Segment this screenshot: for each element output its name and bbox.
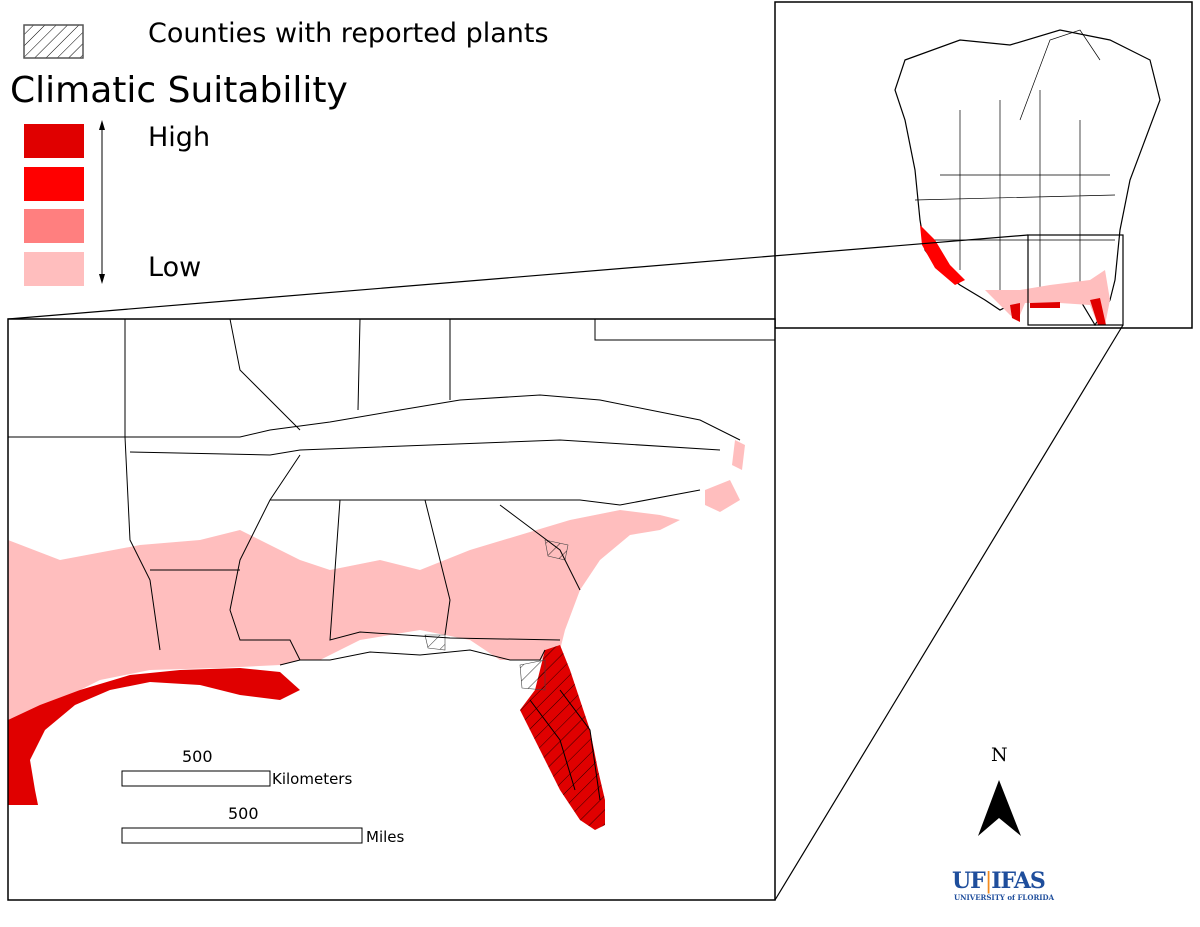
scale-km-value: 500	[182, 747, 213, 766]
ufifas-logo: UF|IFAS	[952, 868, 1046, 894]
north-arrow-icon	[978, 780, 1021, 836]
inset-map	[774, 1, 1193, 329]
north-label: N	[991, 744, 1008, 766]
legend-low-label: Low	[148, 252, 202, 283]
scale-bar-miles	[121, 827, 363, 844]
scale-bar-km	[121, 770, 271, 787]
swatch-medium-low	[24, 209, 84, 243]
high-suitability-coast	[8, 668, 300, 805]
logo-ifas: IFAS	[991, 868, 1046, 894]
scale-miles-unit: Miles	[366, 828, 405, 846]
logo-uf: UF	[952, 868, 986, 894]
swatch-high	[24, 124, 84, 158]
hatch-swatch	[23, 24, 84, 59]
low-suitability-region	[8, 510, 680, 720]
main-map	[7, 318, 776, 901]
hatch-legend-label: Counties with reported plants	[148, 18, 549, 49]
swatch-medium-high	[24, 167, 84, 201]
legend-arrow	[99, 120, 105, 284]
scale-km-unit: Kilometers	[272, 770, 353, 788]
swatch-low	[24, 252, 84, 286]
logo-separator: |	[984, 869, 992, 894]
logo-subtitle: UNIVERSITY of FLORIDA	[954, 893, 1055, 902]
scale-miles-value: 500	[228, 804, 259, 823]
legend-high-label: High	[148, 122, 211, 153]
legend-title: Climatic Suitability	[10, 70, 348, 111]
